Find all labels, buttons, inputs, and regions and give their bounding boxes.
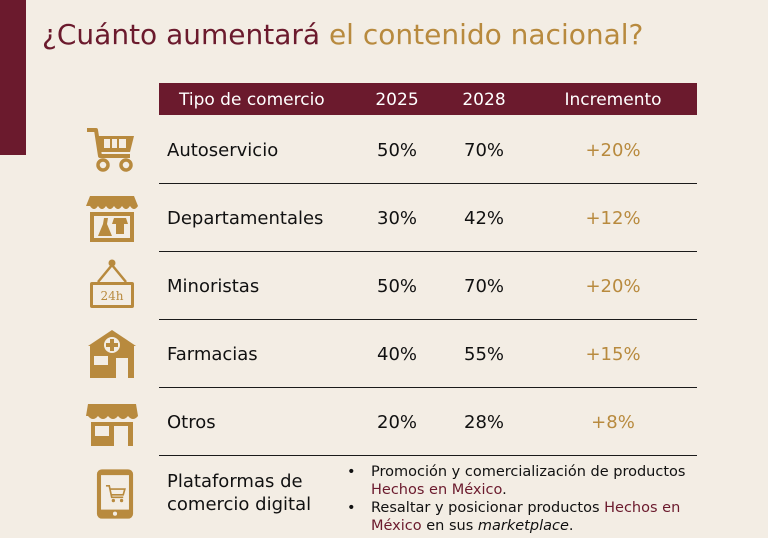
row-divider [159, 455, 697, 456]
row-divider [159, 251, 697, 252]
row-divider [159, 387, 697, 388]
table-row: 24h Minoristas 50% 70% +20% [0, 252, 768, 320]
row-divider [159, 183, 697, 184]
department-store-icon [86, 196, 138, 242]
header-type: Tipo de comercio [179, 90, 325, 110]
row-type: Minoristas [167, 276, 260, 297]
shopping-cart-icon [87, 128, 134, 172]
table-row: Farmacias 40% 55% +15% [0, 320, 768, 388]
digital-bullets: Promoción y comercialización de producto… [347, 463, 697, 535]
24h-label: 24h [101, 289, 124, 303]
row-type: Farmacias [167, 344, 258, 365]
row-type: Plataformas de comercio digital [167, 471, 312, 515]
mobile-shopping-icon [96, 469, 134, 519]
table-row: Otros 20% 28% +8% [0, 388, 768, 456]
table-row: Autoservicio 50% 70% +20% [0, 116, 768, 184]
bullet-positioning: Resaltar y posicionar productos Hechos e… [347, 499, 697, 535]
row-type: Departamentales [167, 208, 324, 229]
row-type: Otros [167, 412, 216, 433]
table-row: Departamentales 30% 42% +12% [0, 184, 768, 252]
side-accent-bar [0, 0, 26, 155]
table-row-digital: Plataformas de comercio digital [0, 456, 768, 538]
row-divider [159, 319, 697, 320]
bullet-promotion: Promoción y comercialización de producto… [347, 463, 697, 499]
pharmacy-icon [88, 330, 136, 378]
page-title: ¿Cuánto aumentará el contenido nacional? [42, 18, 644, 51]
row-type: Autoservicio [167, 140, 279, 161]
24h-store-sign-icon: 24h [90, 259, 134, 308]
table-header: Tipo de comercio 2025 2028 Incremento [159, 83, 697, 115]
storefront-icon [86, 404, 138, 446]
